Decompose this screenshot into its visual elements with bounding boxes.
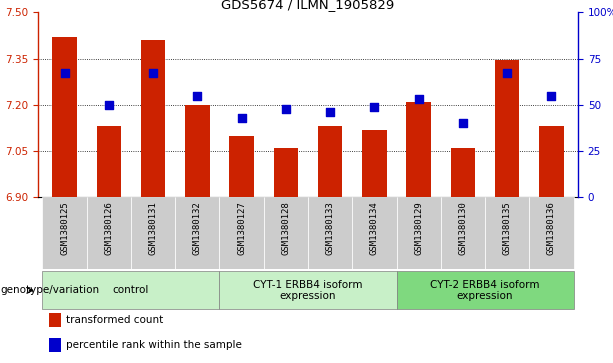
Bar (529, 197, 574, 269)
Bar (49, 338, 61, 352)
Point (458, 121, 468, 126)
Bar (219, 197, 264, 269)
Point (547, 93, 557, 98)
Bar (451, 148, 475, 197)
Bar (86, 197, 131, 269)
Bar (308, 197, 352, 269)
Bar (362, 130, 387, 197)
Bar (141, 40, 166, 197)
Text: GSM1380132: GSM1380132 (193, 201, 202, 255)
Point (104, 102, 114, 108)
Text: CYT-2 ERBB4 isoform
expression: CYT-2 ERBB4 isoform expression (430, 280, 540, 301)
Point (281, 106, 291, 111)
Text: GSM1380125: GSM1380125 (60, 201, 69, 255)
Text: CYT-1 ERBB4 isoform
expression: CYT-1 ERBB4 isoform expression (253, 280, 363, 301)
Text: GSM1380127: GSM1380127 (237, 201, 246, 255)
Point (370, 104, 379, 110)
Text: transformed count: transformed count (66, 315, 163, 325)
Bar (264, 197, 308, 269)
Bar (485, 197, 529, 269)
Text: GSM1380135: GSM1380135 (503, 201, 512, 255)
Bar (406, 102, 431, 197)
Text: GSM1380129: GSM1380129 (414, 201, 423, 255)
Bar (97, 126, 121, 197)
Point (148, 70, 158, 76)
Text: percentile rank within the sample: percentile rank within the sample (66, 340, 242, 350)
Bar (352, 197, 397, 269)
Title: GDS5674 / ILMN_1905829: GDS5674 / ILMN_1905829 (221, 0, 395, 11)
Bar (441, 197, 485, 269)
Text: GSM1380133: GSM1380133 (326, 201, 335, 255)
Bar (539, 126, 563, 197)
Bar (495, 60, 519, 197)
Point (414, 97, 424, 102)
Bar (49, 313, 61, 327)
Text: GSM1380136: GSM1380136 (547, 201, 556, 255)
Bar (219, 272, 397, 309)
Bar (185, 105, 210, 197)
Point (326, 109, 335, 115)
Text: control: control (113, 285, 149, 295)
Bar (42, 197, 86, 269)
Point (192, 93, 202, 98)
Bar (318, 126, 342, 197)
Text: GSM1380131: GSM1380131 (148, 201, 158, 255)
Bar (273, 148, 298, 197)
Point (237, 115, 246, 121)
Bar (397, 272, 574, 309)
Text: GSM1380126: GSM1380126 (104, 201, 113, 255)
Bar (175, 197, 219, 269)
Text: GSM1380128: GSM1380128 (281, 201, 291, 255)
Bar (131, 197, 175, 269)
Bar (42, 272, 219, 309)
Point (502, 70, 512, 76)
Bar (229, 136, 254, 197)
Text: genotype/variation: genotype/variation (1, 285, 100, 295)
Text: GSM1380130: GSM1380130 (459, 201, 468, 255)
Bar (397, 197, 441, 269)
Bar (52, 37, 77, 197)
Text: GSM1380134: GSM1380134 (370, 201, 379, 255)
Point (59, 70, 69, 76)
